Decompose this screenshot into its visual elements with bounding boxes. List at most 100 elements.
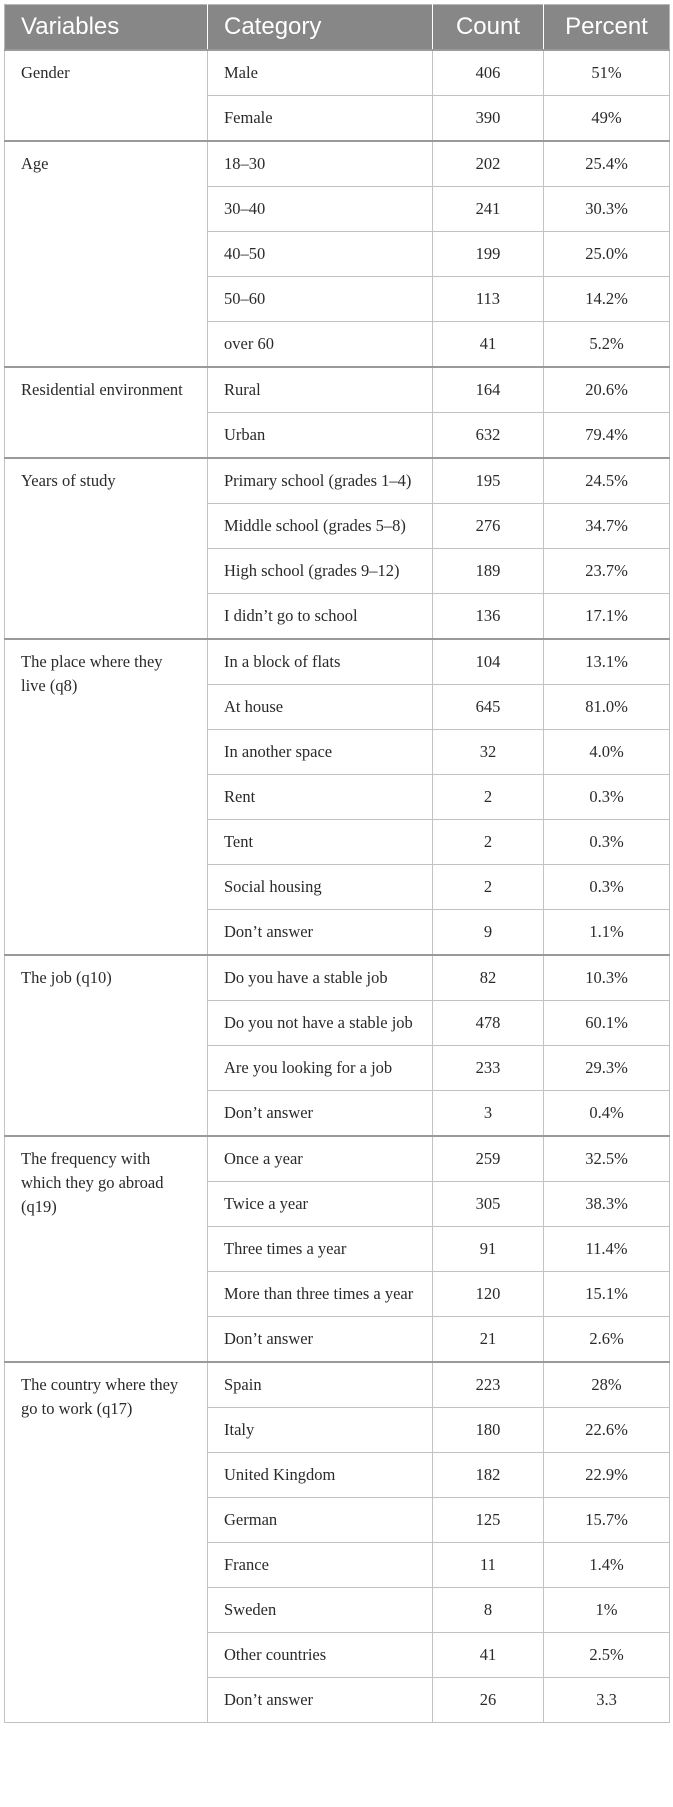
count-cell: 202 (432, 140, 544, 187)
category-cell: Don’t answer (207, 1677, 433, 1723)
variable-cell: The job (q10) (4, 954, 208, 1137)
percent-cell: 0.3% (543, 819, 670, 865)
count-cell: 223 (432, 1361, 544, 1408)
count-cell: 195 (432, 457, 544, 504)
percent-cell: 60.1% (543, 1000, 670, 1046)
count-cell: 8 (432, 1587, 544, 1633)
table-row: Female 390 49% (5, 95, 670, 142)
category-cell: German (207, 1497, 433, 1543)
table-row: Age 18–30 202 25.4% (4, 140, 670, 368)
percent-cell: 15.1% (543, 1271, 670, 1317)
category-cell: High school (grades 9–12) (207, 548, 433, 594)
table-row: The job (q10) Do you have a stable job 82 1… (4, 954, 670, 1137)
variable-cell: The country where they go to work (q17) (4, 1361, 208, 1723)
count-cell: 21 (432, 1316, 544, 1363)
percent-cell: 5.2% (543, 321, 670, 368)
count-cell: 82 (432, 954, 544, 1001)
category-cell: In another space (207, 729, 433, 775)
demographics-table: Variables Category Count Percent Gender M… (4, 4, 670, 1723)
count-cell: 2 (432, 864, 544, 910)
header-count: Count (432, 4, 544, 50)
table-row: Years of study Primary school (grades 1–4… (4, 457, 670, 640)
count-cell: 2 (432, 774, 544, 820)
table-row: Don’t answer 9 1.1% (5, 909, 670, 956)
percent-cell: 20.6% (543, 366, 670, 413)
count-cell: 136 (432, 593, 544, 640)
percent-cell: 2.6% (543, 1316, 670, 1363)
percent-cell: 49% (543, 95, 670, 142)
table-row: Tent 2 0.3% (5, 819, 670, 865)
table-row: German 125 15.7% (5, 1497, 670, 1543)
table-row: The country where they go to work (q17) S… (4, 1361, 670, 1723)
count-cell: 164 (432, 366, 544, 413)
percent-cell: 22.6% (543, 1407, 670, 1453)
count-cell: 3 (432, 1090, 544, 1137)
count-cell: 41 (432, 321, 544, 368)
category-cell: United Kingdom (207, 1452, 433, 1498)
percent-cell: 15.7% (543, 1497, 670, 1543)
table-row: In another space 32 4.0% (5, 729, 670, 775)
category-cell: 18–30 (207, 140, 433, 187)
table-row: Are you looking for a job 233 29.3% (5, 1045, 670, 1091)
percent-cell: 0.3% (543, 774, 670, 820)
percent-cell: 17.1% (543, 593, 670, 640)
variable-cell: The place where they live (q8) (4, 638, 208, 956)
percent-cell: 1.1% (543, 909, 670, 956)
table-row: Middle school (grades 5–8) 276 34.7% (5, 503, 670, 549)
percent-cell: 81.0% (543, 684, 670, 730)
category-cell: over 60 (207, 321, 433, 368)
category-cell: Male (207, 49, 433, 96)
percent-cell: 1.4% (543, 1542, 670, 1588)
category-cell: Once a year (207, 1135, 433, 1182)
variable-cell: The frequency with which they go abroad … (4, 1135, 208, 1363)
table-row: Italy 180 22.6% (5, 1407, 670, 1453)
count-cell: 305 (432, 1181, 544, 1227)
count-cell: 645 (432, 684, 544, 730)
percent-cell: 25.0% (543, 231, 670, 277)
table-row: At house 645 81.0% (5, 684, 670, 730)
count-cell: 406 (432, 49, 544, 96)
percent-cell: 32.5% (543, 1135, 670, 1182)
count-cell: 41 (432, 1632, 544, 1678)
count-cell: 120 (432, 1271, 544, 1317)
category-cell: Do you not have a stable job (207, 1000, 433, 1046)
category-cell: France (207, 1542, 433, 1588)
count-cell: 113 (432, 276, 544, 322)
count-cell: 26 (432, 1677, 544, 1723)
category-cell: Sweden (207, 1587, 433, 1633)
table-row: Don’t answer 21 2.6% (5, 1316, 670, 1363)
count-cell: 11 (432, 1542, 544, 1588)
variable-cell: Age (4, 140, 208, 368)
table-row: United Kingdom 182 22.9% (5, 1452, 670, 1498)
percent-cell: 3.3 (543, 1677, 670, 1723)
category-cell: Don’t answer (207, 909, 433, 956)
count-cell: 241 (432, 186, 544, 232)
category-cell: Are you looking for a job (207, 1045, 433, 1091)
count-cell: 189 (432, 548, 544, 594)
percent-cell: 25.4% (543, 140, 670, 187)
category-cell: Primary school (grades 1–4) (207, 457, 433, 504)
category-cell: Don’t answer (207, 1090, 433, 1137)
count-cell: 259 (432, 1135, 544, 1182)
percent-cell: 11.4% (543, 1226, 670, 1272)
table-row: Residential environment Rural 164 20.6% (4, 366, 670, 459)
category-cell: I didn’t go to school (207, 593, 433, 640)
count-cell: 199 (432, 231, 544, 277)
percent-cell: 34.7% (543, 503, 670, 549)
percent-cell: 29.3% (543, 1045, 670, 1091)
table-row: 40–50 199 25.0% (5, 231, 670, 277)
header-row: Variables Category Count Percent (4, 4, 670, 50)
category-cell: 40–50 (207, 231, 433, 277)
table-row: over 60 41 5.2% (5, 321, 670, 368)
category-cell: 30–40 (207, 186, 433, 232)
table-row: Social housing 2 0.3% (5, 864, 670, 910)
percent-cell: 0.4% (543, 1090, 670, 1137)
percent-cell: 14.2% (543, 276, 670, 322)
category-cell: 50–60 (207, 276, 433, 322)
percent-cell: 10.3% (543, 954, 670, 1001)
count-cell: 2 (432, 819, 544, 865)
table-row: 30–40 241 30.3% (5, 186, 670, 232)
category-cell: More than three times a year (207, 1271, 433, 1317)
percent-cell: 28% (543, 1361, 670, 1408)
percent-cell: 24.5% (543, 457, 670, 504)
